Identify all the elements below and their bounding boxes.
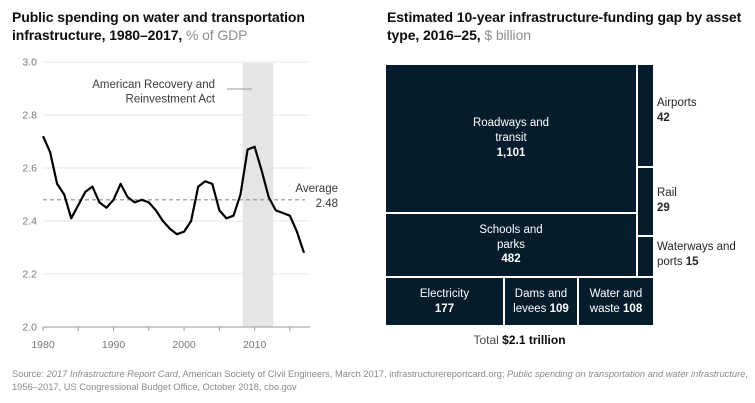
y-tick-label: 2.6 [22,163,37,175]
treemap-block-value: 15 [685,256,699,269]
source-segment: Source: [12,369,47,379]
average-value-text: 2.48 [316,198,338,210]
treemap-block-roadways-and-transit: Roadways and transit 1,101 [386,65,636,212]
x-tick-labels: 1980 1990 2000 2010 [31,339,266,351]
right-chart-title: Estimated 10-year infrastructure-funding… [387,8,751,44]
y-tick-labels: 3.0 2.8 2.6 2.4 2.2 2.0 [22,57,37,334]
source-line: Source: 2017 Infrastructure Report Card,… [12,368,752,394]
treemap-block-label: Airports [657,97,697,109]
left-chart-title-bold: Public spending on water and transportat… [12,9,305,44]
treemap-block-dams-and-levees: Dams and levees 109 [505,278,577,325]
treemap-block-text: Water and waste 108 [581,287,651,317]
arra-annotation-text: American Recovery and [92,79,215,91]
funding-gap-treemap: Roadways and transit 1,101 Schools and p… [386,65,653,325]
treemap-outside-label-rail: Rail 29 [657,186,677,216]
treemap-block-value: 1,101 [496,146,526,159]
treemap-block-value: 108 [623,302,643,315]
arra-annotation-text: Reinvestment Act [126,94,216,106]
treemap-block-schools-and-parks: Schools and parks 482 [386,214,636,276]
x-axis [42,326,310,331]
left-chart-unit: % of GDP [185,27,248,44]
treemap-total-value: $2.1 trillion [502,333,566,347]
treemap-block-label: Waterways and ports [657,241,736,269]
y-tick-label: 2.8 [22,110,37,122]
average-label: Average 2.48 [295,183,338,210]
x-tick-label: 1990 [102,339,126,351]
treemap-block-value: 29 [657,202,670,215]
arra-annotation: American Recovery and Reinvestment Act [92,79,252,106]
treemap-block-value: 177 [434,302,455,315]
spending-series-line [41,135,306,254]
treemap-block-value: 42 [657,112,670,125]
right-chart-title-bold: Estimated 10-year infrastructure-funding… [387,9,742,44]
y-tick-label: 3.0 [22,57,37,69]
treemap-total-label: Total [473,333,499,347]
treemap-block-label: Electricity [419,287,470,300]
treemap-block-rail [638,168,653,235]
y-tick-label: 2.0 [22,322,37,334]
source-segment: , American Society of Civil Engineers, M… [177,369,508,379]
source-segment: , 1956–2017, US Congressional Budget Off… [12,369,748,393]
treemap-block-water-and-waste: Water and waste 108 [579,278,653,325]
treemap-block-label: Dams and levees [513,287,568,315]
left-chart-title: Public spending on water and transportat… [12,8,366,44]
treemap-block-label: Rail [657,187,677,199]
treemap-outside-label-airports: Airports 42 [657,96,697,126]
treemap-block-waterways-and-ports [638,237,653,276]
spending-line-chart: 3.0 2.8 2.6 2.4 2.2 2.0 1980 1990 2000 2010 Americ… [22,57,338,352]
y-tick-label: 2.2 [22,269,37,281]
x-tick-label: 2010 [243,339,267,351]
treemap-block-value: 482 [501,253,521,266]
x-tick-label: 1980 [31,339,55,351]
treemap-total: Total $2.1 trillion [386,333,653,347]
y-tick-label: 2.4 [22,216,37,228]
source-segment-italic: Public spending on transportation and wa… [507,369,746,379]
source-segment-italic: 2017 Infrastructure Report Card [46,369,178,379]
treemap-outside-label-waterways-and-ports: Waterways and ports 15 [657,240,751,270]
x-tick-label: 2000 [172,339,196,351]
treemap-block-text: Dams and levees 109 [507,287,575,317]
treemap-block-airports [638,65,653,166]
treemap-block-label: Schools and parks [479,223,543,251]
treemap-block-electricity: Electricity 177 [386,278,503,325]
average-label-text: Average [295,183,338,195]
right-chart-unit: $ billion [484,27,531,44]
treemap-block-value: 109 [549,302,569,315]
treemap-block-label: Water and waste [589,287,643,315]
treemap-block-label: Roadways and transit [472,117,550,145]
